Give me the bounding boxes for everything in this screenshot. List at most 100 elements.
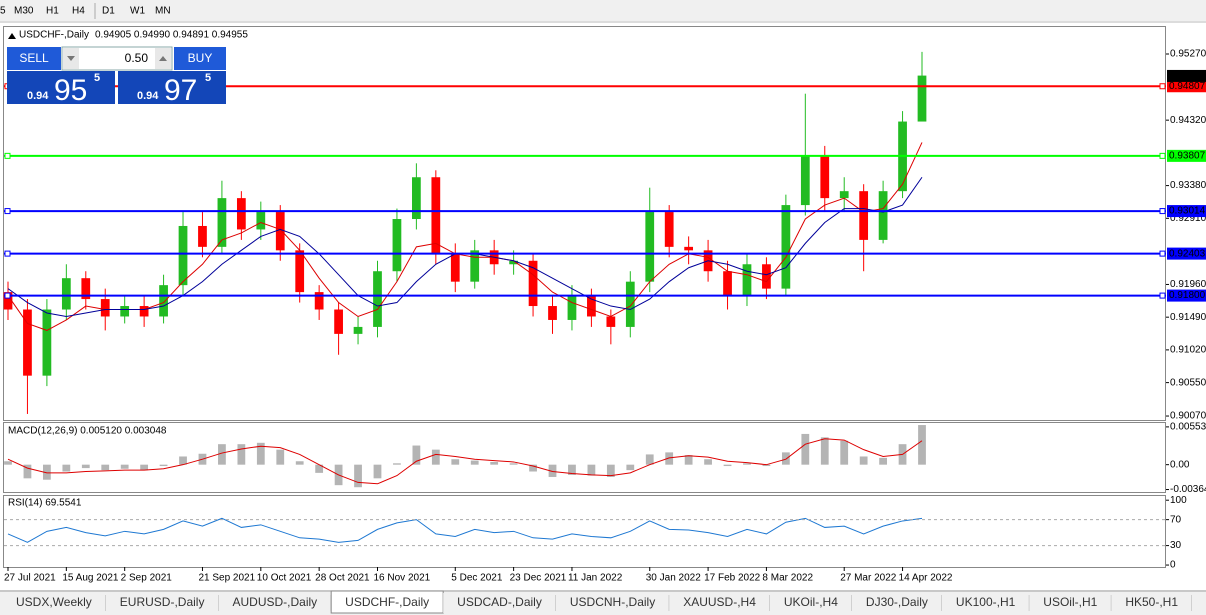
timeframe-button[interactable]: W1	[130, 6, 145, 17]
buy-button[interactable]	[174, 47, 226, 70]
level-handle	[1159, 208, 1166, 215]
level-handle	[4, 208, 11, 215]
macd-bar	[315, 464, 324, 473]
macd-bar	[373, 464, 382, 479]
level-price-box	[1167, 205, 1206, 218]
candle-body	[781, 205, 791, 289]
timeframe-button[interactable]: D1	[102, 6, 115, 17]
macd-bar	[43, 464, 51, 480]
tab[interactable]	[1192, 593, 1206, 613]
tab[interactable]	[1111, 593, 1192, 613]
last-price-box	[1167, 69, 1206, 82]
x-tick-label: 21 Sep 2021	[198, 573, 255, 584]
lot-value[interactable]: 0.50	[125, 51, 149, 65]
macd-bar	[568, 464, 576, 475]
tab[interactable]	[2, 593, 106, 613]
macd-bar	[393, 463, 401, 465]
y-tick-label: 0.91020	[1170, 345, 1206, 356]
timeframe-button[interactable]: MN	[155, 6, 171, 17]
tab[interactable]	[555, 593, 670, 613]
indicator-title: MACD(12,26,9) 0.005120 0.003048	[8, 426, 167, 437]
candle-body	[859, 191, 869, 240]
macd-bar	[684, 455, 693, 465]
candle-body	[567, 295, 577, 320]
candle-body	[587, 295, 596, 317]
macd-panel	[3, 422, 1166, 493]
y-tick-label: 0.93380	[1170, 180, 1206, 191]
tab-label[interactable]: EURUSD-,Daily	[120, 595, 205, 609]
symbol-icon	[8, 33, 16, 39]
macd-bar	[490, 461, 499, 465]
level-price-box	[1167, 289, 1206, 302]
candle-body	[353, 326, 363, 334]
tab-label[interactable]: UKOil-,H4	[784, 595, 838, 609]
tab[interactable]	[851, 593, 942, 613]
candle-body	[450, 253, 460, 282]
candle-body	[178, 225, 188, 286]
rsi-panel	[3, 495, 1166, 568]
macd-bar	[781, 452, 790, 465]
level-handle	[4, 292, 11, 299]
tab[interactable]	[769, 593, 852, 613]
macd-bar	[159, 464, 168, 467]
tab[interactable]	[443, 593, 556, 613]
x-tick-label: 15 Aug 2021	[62, 573, 119, 584]
timeframe-button[interactable]: 5	[0, 6, 6, 17]
level-price-label: 0.92403	[1169, 248, 1206, 259]
candle-body	[762, 264, 771, 289]
tab-label[interactable]: USDCNH-,Daily	[570, 595, 655, 609]
tab-label[interactable]: USDCHF-,Daily	[345, 595, 429, 609]
tab[interactable]	[105, 593, 219, 613]
level-price-label: 0.93014	[1169, 206, 1206, 217]
macd-bar	[704, 459, 712, 465]
macd-bar	[354, 464, 362, 488]
indicator-line	[7, 517, 923, 543]
level-price-box	[1167, 149, 1206, 162]
candle-body	[42, 309, 52, 376]
macd-bar	[723, 464, 732, 467]
candle-body	[392, 219, 402, 272]
indicator-line	[7, 142, 923, 331]
macd-bar	[237, 444, 246, 465]
timeframe-button[interactable]: H1	[46, 6, 59, 17]
timeframe-button[interactable]: M30	[14, 6, 34, 17]
tab-label[interactable]: XAUUSD-,H4	[683, 595, 756, 609]
tab-label[interactable]: USDX,Weekly	[16, 595, 92, 609]
sell-pips: 95	[54, 74, 87, 107]
tab[interactable]	[941, 593, 1030, 613]
tab-label[interactable]: UK100-,H1	[956, 595, 1016, 609]
candle-body	[412, 177, 421, 220]
tab-label[interactable]: HK50-,H1	[1125, 595, 1178, 609]
sell-button[interactable]	[7, 47, 61, 70]
candle-body	[917, 75, 927, 122]
sell-label[interactable]: SELL	[19, 51, 49, 65]
tab-label[interactable]: DJ30-,Daily	[866, 595, 928, 609]
macd-bar	[218, 444, 226, 465]
buy-price-box[interactable]	[118, 71, 226, 104]
level-handle	[4, 152, 11, 159]
candle-body	[470, 250, 480, 282]
timeframe-button[interactable]: H4	[72, 6, 85, 17]
candle-body	[217, 198, 227, 247]
buy-label[interactable]: BUY	[188, 51, 213, 65]
level-price-box	[1167, 247, 1206, 260]
tab[interactable]	[1029, 593, 1112, 613]
y-tick-label: 70	[1170, 514, 1182, 525]
tab[interactable]	[218, 593, 332, 613]
macd-bar	[762, 464, 771, 467]
sell-price-box[interactable]	[7, 71, 115, 104]
tab-label[interactable]: USOil-,H1	[1043, 595, 1097, 609]
candle-body	[431, 177, 441, 254]
candle-body	[139, 306, 149, 317]
macd-bar	[840, 440, 849, 465]
tab-label[interactable]: USDCAD-,Daily	[457, 595, 542, 609]
candle-body	[839, 191, 849, 199]
tab[interactable]	[669, 593, 770, 613]
trade-panel: SELL 0.50 BUY 0.94 95 5 0.94 97 5	[7, 46, 226, 107]
y-tick-label: 0.91960	[1170, 279, 1206, 290]
x-tick-label: 17 Feb 2022	[704, 573, 761, 584]
tab-label[interactable]: AUDUSD-,Daily	[232, 595, 317, 609]
x-tick-label: 11 Jan 2022	[568, 573, 623, 584]
candle-body	[295, 250, 305, 293]
lot-input[interactable]	[61, 46, 173, 71]
